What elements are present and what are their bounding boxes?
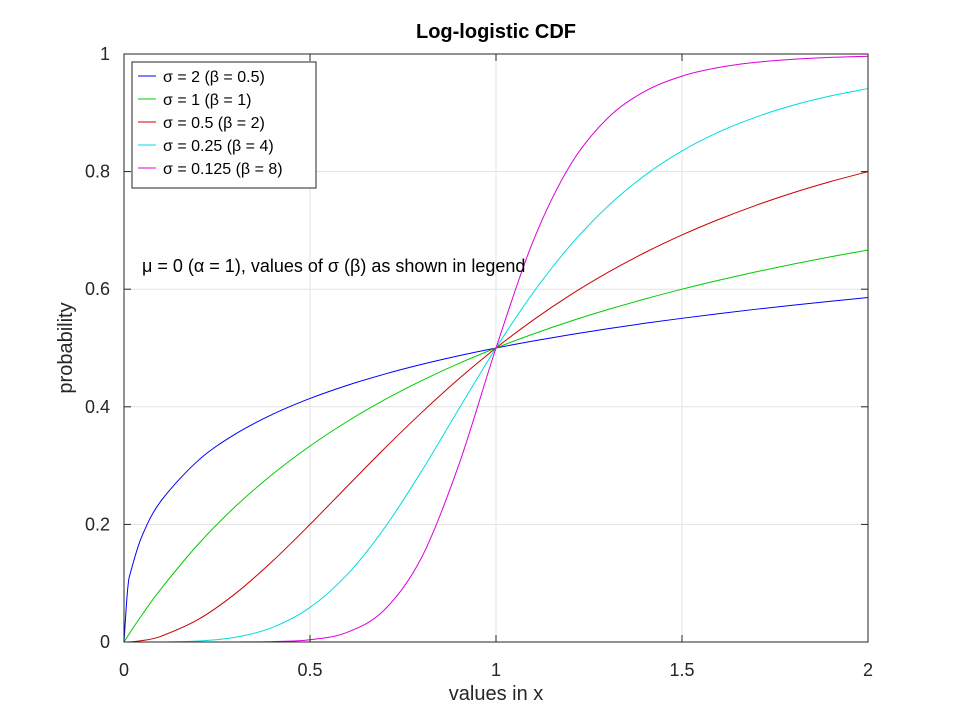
- legend-label-4: σ = 0.25 (β = 4): [163, 138, 274, 155]
- y-axis-label: probability: [55, 302, 77, 393]
- y-tick-label: 0.6: [85, 279, 110, 299]
- legend-label-2: σ = 1 (β = 1): [163, 92, 251, 109]
- annotation-text: μ = 0 (α = 1), values of σ (β) as shown …: [142, 256, 525, 276]
- y-tick-label: 0.4: [85, 397, 110, 417]
- y-tick-label: 0: [100, 632, 110, 652]
- legend-items: σ = 2 (β = 0.5) σ = 1 (β = 1) σ = 0.5 (β =…: [138, 69, 283, 178]
- legend-box: [131, 61, 317, 189]
- x-tick-labels: 0 0.5 1 1.5 2: [119, 660, 873, 680]
- x-tick-label: 1: [491, 660, 501, 680]
- series-line-3: [123, 171, 869, 643]
- ticks: [123, 53, 869, 643]
- legend-label-3: σ = 0.5 (β = 2): [163, 115, 265, 132]
- y-tick-label: 1: [100, 44, 110, 64]
- chart-title: Log-logistic CDF: [416, 21, 576, 43]
- x-tick-label: 2: [863, 660, 873, 680]
- legend: σ = 2 (β = 0.5) σ = 1 (β = 1) σ = 0.5 (β =…: [131, 61, 317, 189]
- x-tick-label: 0.5: [297, 660, 322, 680]
- y-tick-labels: 0 0.2 0.4 0.6 0.8 1: [85, 44, 110, 652]
- series-line-2: [123, 249, 869, 643]
- y-tick-label: 0.8: [85, 162, 110, 182]
- x-tick-label: 1.5: [669, 660, 694, 680]
- x-tick-label: 0: [119, 660, 129, 680]
- legend-label-5: σ = 0.125 (β = 8): [163, 161, 283, 178]
- series-line-1: [123, 297, 869, 643]
- y-tick-label: 0.2: [85, 514, 110, 534]
- x-axis-label: values in x: [449, 683, 544, 705]
- legend-label-1: σ = 2 (β = 0.5): [163, 69, 265, 86]
